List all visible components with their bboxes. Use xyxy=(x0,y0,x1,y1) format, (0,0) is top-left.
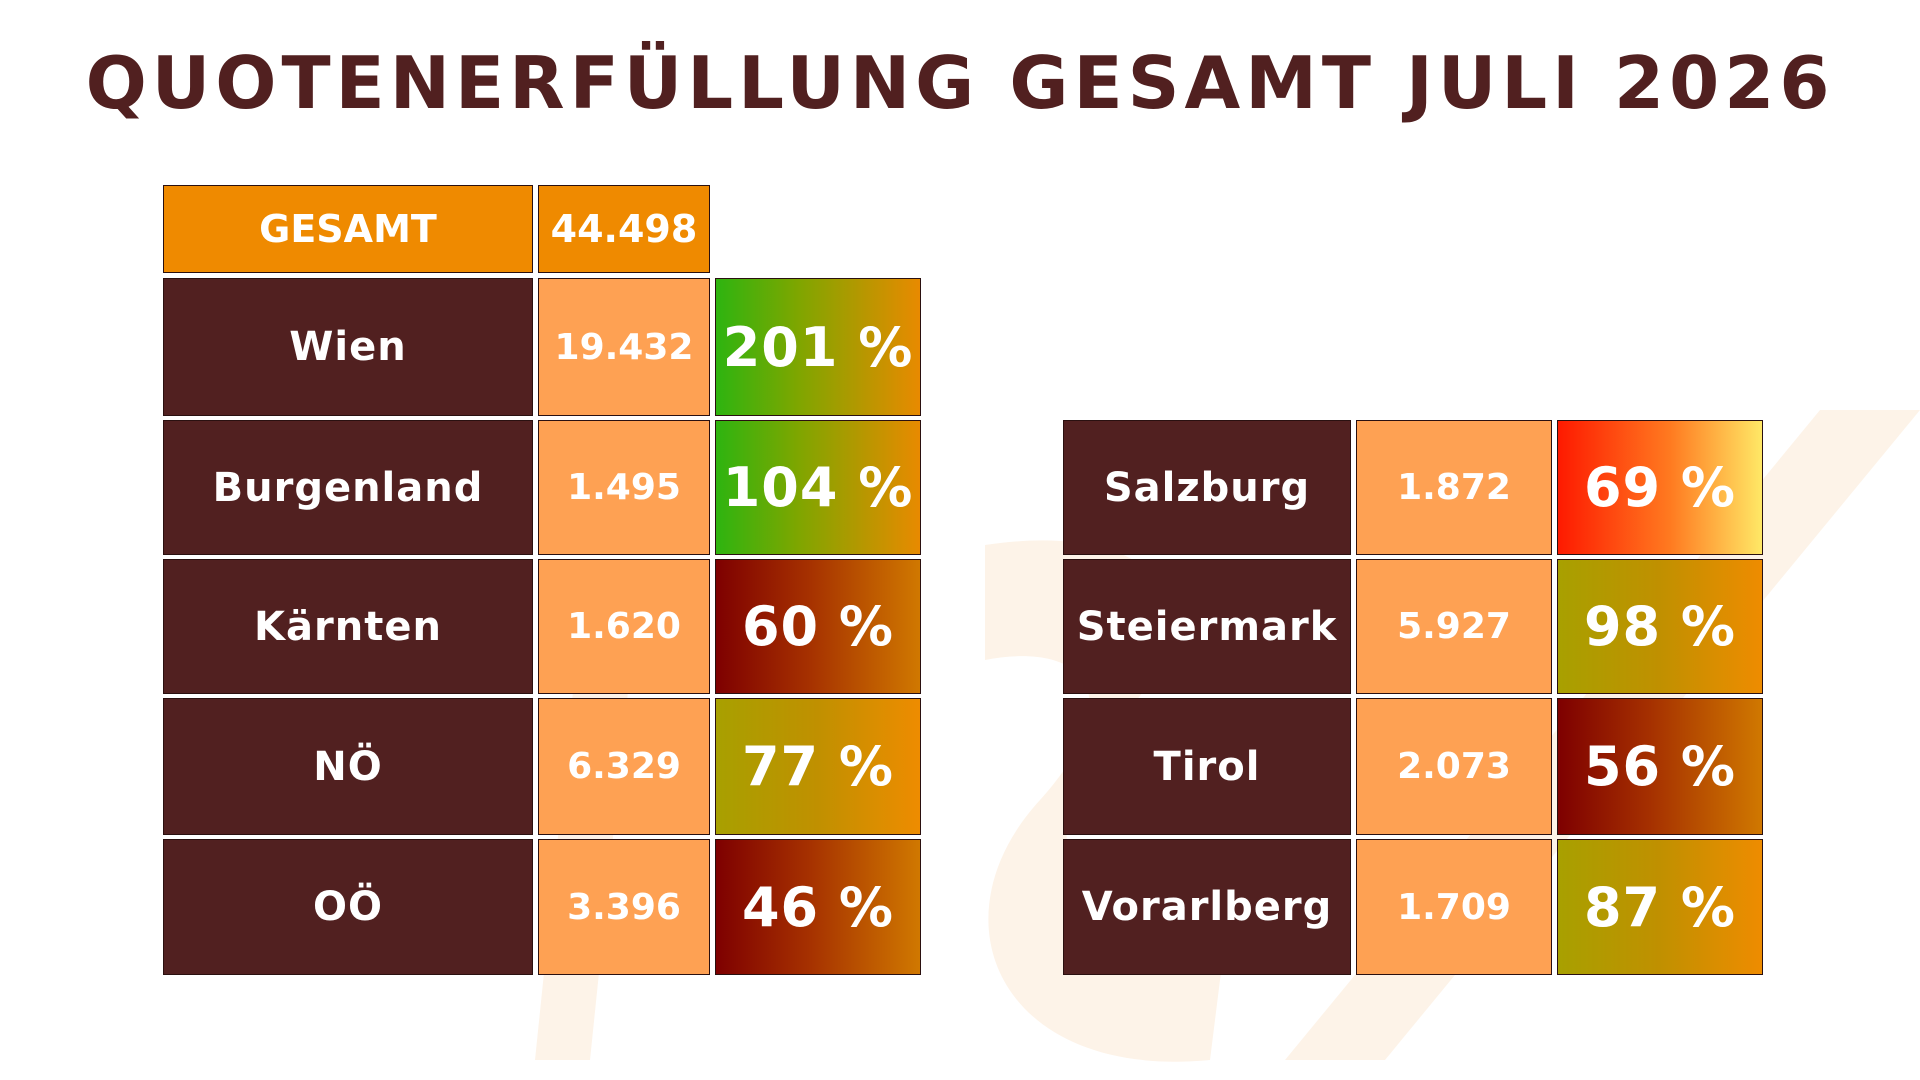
region-name-steiermark: Steiermark xyxy=(1063,559,1351,694)
region-name-burgenland: Burgenland xyxy=(163,420,533,555)
quota-count-wien: 19.432 xyxy=(538,278,710,416)
region-name-kaernten: Kärnten xyxy=(163,559,533,694)
quota-percent-burgenland: 104 % xyxy=(715,420,921,555)
region-name-tirol: Tirol xyxy=(1063,698,1351,835)
quota-percent-tirol: 56 % xyxy=(1557,698,1763,835)
quota-percent-kaernten: 60 % xyxy=(715,559,921,694)
quota-count-kaernten: 1.620 xyxy=(538,559,710,694)
quota-count-vorarlberg: 1.709 xyxy=(1356,839,1552,975)
quota-percent-ooe: 46 % xyxy=(715,839,921,975)
quota-count-noe: 6.329 xyxy=(538,698,710,835)
quota-percent-noe: 77 % xyxy=(715,698,921,835)
region-name-salzburg: Salzburg xyxy=(1063,420,1351,555)
region-name-noe: NÖ xyxy=(163,698,533,835)
quota-percent-salzburg: 69 % xyxy=(1557,420,1763,555)
quota-percent-wien: 201 % xyxy=(715,278,921,416)
quota-percent-steiermark: 98 % xyxy=(1557,559,1763,694)
quota-count-steiermark: 5.927 xyxy=(1356,559,1552,694)
region-name-ooe: OÖ xyxy=(163,839,533,975)
total-value: 44.498 xyxy=(538,185,710,273)
region-name-wien: Wien xyxy=(163,278,533,416)
quota-percent-vorarlberg: 87 % xyxy=(1557,839,1763,975)
quota-count-salzburg: 1.872 xyxy=(1356,420,1552,555)
region-name-vorarlberg: Vorarlberg xyxy=(1063,839,1351,975)
quota-count-ooe: 3.396 xyxy=(538,839,710,975)
total-label: GESAMT xyxy=(163,185,533,273)
page-title: QUOTENERFÜLLUNG GESAMT JULI 2026 xyxy=(85,41,1835,125)
quota-count-burgenland: 1.495 xyxy=(538,420,710,555)
quota-count-tirol: 2.073 xyxy=(1356,698,1552,835)
